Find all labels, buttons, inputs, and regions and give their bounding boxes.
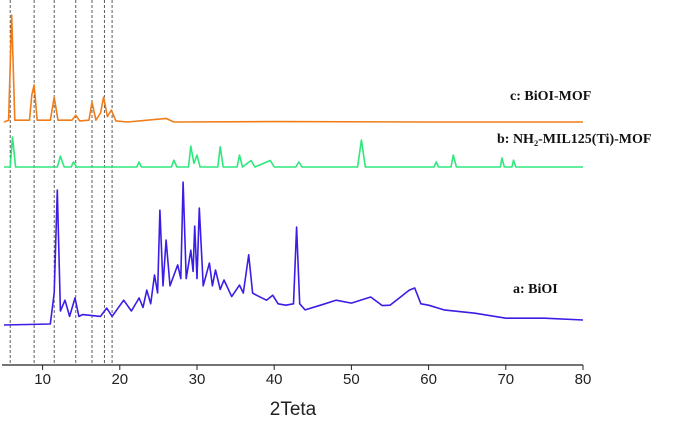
x-axis-title: 2Teta [270,399,317,420]
series-line [3,14,583,123]
x-tick-label: 40 [266,371,283,388]
series-label: c: BiOI-MOF [510,89,591,104]
x-tick-label: 30 [189,371,206,388]
x-tick-label: 50 [343,371,360,388]
x-tick-label: 70 [497,371,514,388]
series-line [3,181,584,326]
x-tick-label: 20 [111,371,128,388]
x-tick-label: 80 [575,371,592,388]
x-tick-label: 10 [34,371,51,388]
series-label: a: BiOI [513,282,558,297]
series-line [4,136,583,168]
series-label: b: NH₂-MIL125(Ti)-MOF [497,132,651,147]
x-tick-label: 60 [420,371,437,388]
